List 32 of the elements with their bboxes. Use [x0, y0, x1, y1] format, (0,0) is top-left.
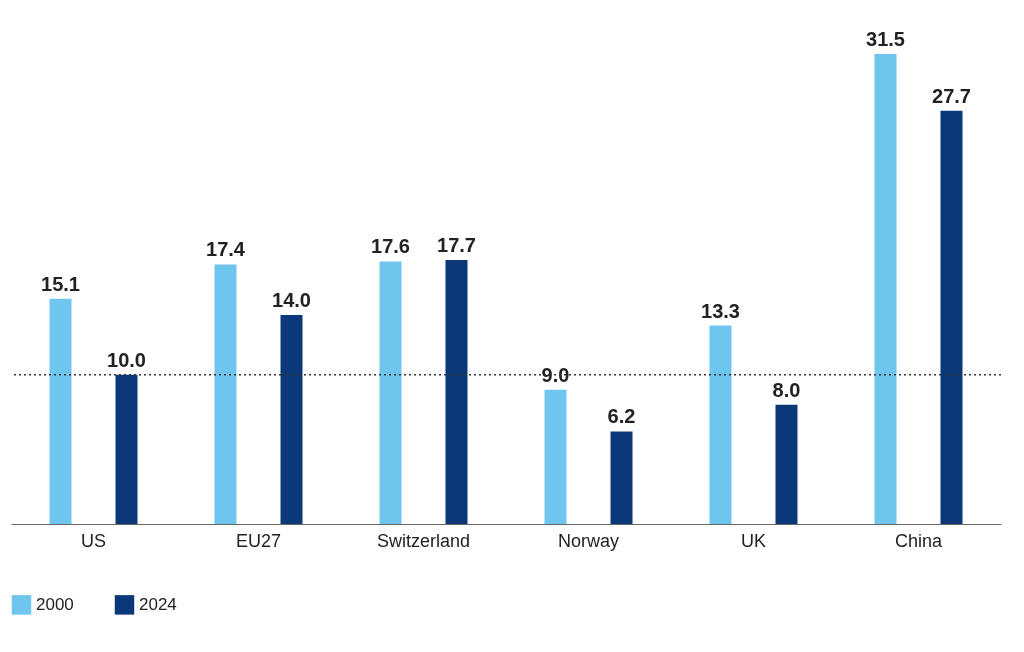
- x-tick-label: Switzerland: [376, 530, 471, 551]
- data-label: 8.0: [772, 378, 801, 401]
- bar: [379, 261, 402, 524]
- bar: [874, 54, 897, 524]
- data-label: 10.0: [107, 348, 146, 371]
- data-label: 6.2: [607, 405, 636, 428]
- data-label: 27.7: [932, 84, 971, 107]
- bar: [544, 389, 567, 524]
- bar: [445, 259, 468, 524]
- data-label: 17.6: [371, 235, 410, 258]
- data-label: 14.0: [272, 289, 311, 312]
- bar: [115, 374, 138, 524]
- bar: [940, 110, 963, 524]
- data-label: 9.0: [541, 363, 570, 386]
- data-label: 17.4: [206, 238, 246, 261]
- x-tick-label: US: [80, 530, 107, 551]
- data-label: 13.3: [701, 299, 740, 322]
- bar: [775, 404, 798, 524]
- data-label: 31.5: [866, 28, 905, 50]
- data-label: 17.7: [437, 233, 476, 256]
- bar: [709, 325, 732, 524]
- x-tick-label: UK: [740, 530, 767, 551]
- legend-label: 2024: [139, 594, 177, 614]
- bar: [214, 264, 237, 524]
- x-tick-label: EU27: [235, 530, 282, 551]
- legend-label: 2000: [36, 594, 74, 614]
- x-tick-label: Norway: [557, 530, 620, 551]
- data-label: 15.1: [41, 272, 80, 295]
- bar: [49, 298, 72, 524]
- x-tick-label: China: [894, 530, 943, 551]
- bar: [610, 431, 633, 524]
- bar: [280, 315, 303, 524]
